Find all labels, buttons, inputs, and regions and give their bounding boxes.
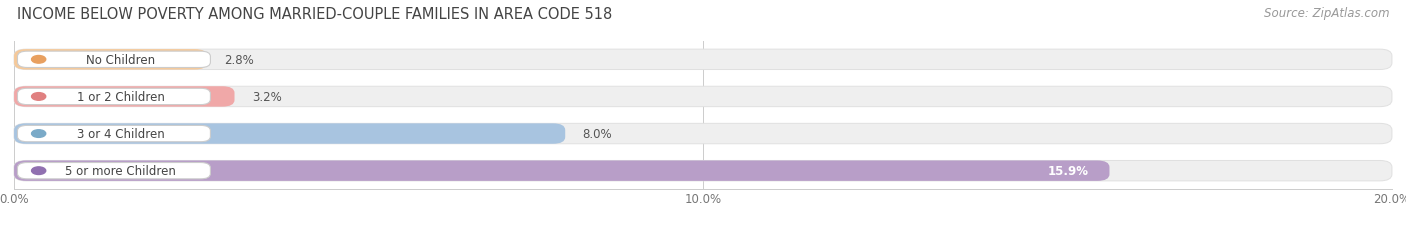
FancyBboxPatch shape	[17, 163, 211, 179]
FancyBboxPatch shape	[17, 126, 211, 142]
Circle shape	[31, 167, 46, 175]
Text: INCOME BELOW POVERTY AMONG MARRIED-COUPLE FAMILIES IN AREA CODE 518: INCOME BELOW POVERTY AMONG MARRIED-COUPL…	[17, 7, 612, 22]
Text: 5 or more Children: 5 or more Children	[66, 164, 176, 177]
Text: 8.0%: 8.0%	[582, 128, 612, 140]
FancyBboxPatch shape	[14, 161, 1109, 181]
Circle shape	[31, 56, 46, 64]
FancyBboxPatch shape	[14, 124, 565, 144]
Text: Source: ZipAtlas.com: Source: ZipAtlas.com	[1264, 7, 1389, 20]
FancyBboxPatch shape	[14, 87, 1392, 107]
FancyBboxPatch shape	[14, 161, 1392, 181]
FancyBboxPatch shape	[14, 124, 1392, 144]
FancyBboxPatch shape	[17, 89, 211, 105]
Text: No Children: No Children	[86, 54, 156, 67]
FancyBboxPatch shape	[14, 87, 235, 107]
Text: 2.8%: 2.8%	[224, 54, 254, 67]
Circle shape	[31, 130, 46, 138]
Text: 15.9%: 15.9%	[1047, 164, 1088, 177]
Text: 1 or 2 Children: 1 or 2 Children	[77, 91, 165, 103]
FancyBboxPatch shape	[14, 50, 207, 70]
FancyBboxPatch shape	[14, 50, 1392, 70]
FancyBboxPatch shape	[17, 52, 211, 68]
Circle shape	[31, 93, 46, 101]
Text: 3 or 4 Children: 3 or 4 Children	[77, 128, 165, 140]
Text: 3.2%: 3.2%	[252, 91, 281, 103]
